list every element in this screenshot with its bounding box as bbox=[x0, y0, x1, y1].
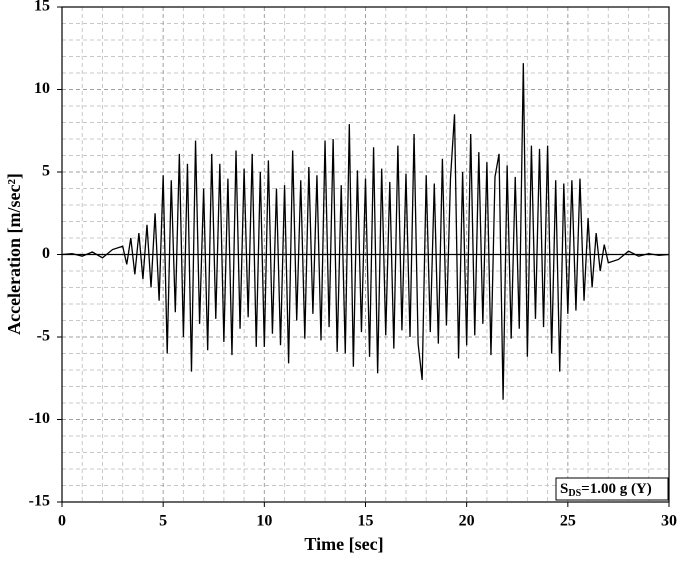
y-tick-label: -5 bbox=[37, 328, 50, 345]
x-tick-label: 30 bbox=[661, 513, 677, 530]
y-axis-label: Acceleration [m/sec²] bbox=[4, 173, 24, 335]
annotation-prefix: S bbox=[560, 481, 568, 497]
x-tick-label: 25 bbox=[560, 513, 576, 530]
x-tick-label: 10 bbox=[256, 513, 272, 530]
x-axis-label: Time [sec] bbox=[304, 534, 383, 554]
x-tick-label: 0 bbox=[58, 513, 66, 530]
annotation: SDS=1.00 g (Y) bbox=[560, 481, 652, 499]
x-tick-label: 5 bbox=[159, 513, 167, 530]
x-tick-label: 15 bbox=[358, 513, 374, 530]
y-tick-label: -10 bbox=[29, 410, 50, 427]
annotation-box bbox=[555, 477, 669, 501]
y-tick-label: 0 bbox=[42, 245, 50, 262]
signal-line bbox=[61, 63, 670, 400]
y-tick-label: 10 bbox=[34, 80, 50, 97]
annotation-subscript: DS bbox=[568, 488, 581, 499]
y-tick-label: 5 bbox=[42, 163, 50, 180]
y-tick-label: -15 bbox=[29, 493, 50, 510]
y-tick-label: 15 bbox=[34, 0, 50, 15]
annotation-text: =1.00 g (Y) bbox=[581, 481, 652, 497]
x-tick-label: 20 bbox=[459, 513, 475, 530]
